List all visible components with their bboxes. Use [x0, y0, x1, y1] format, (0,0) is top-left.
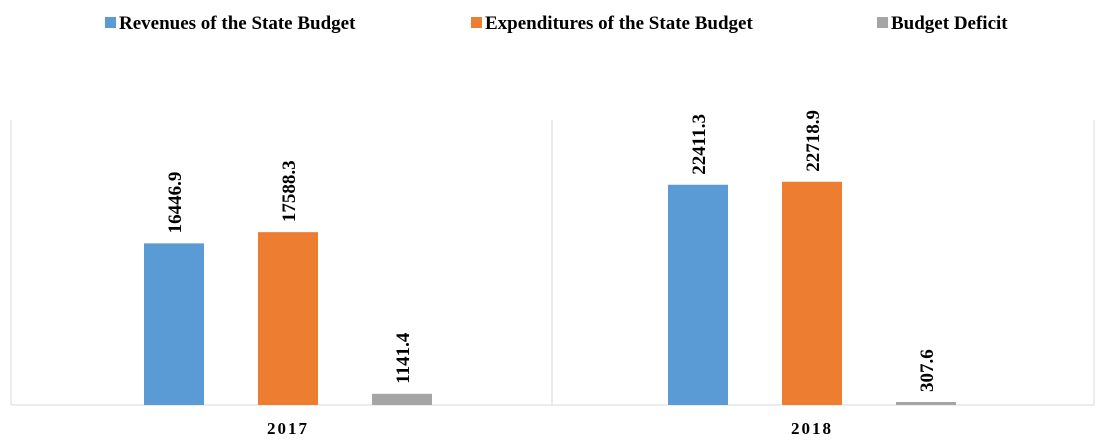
- legend-label-3: Budget Deficit: [891, 13, 1008, 34]
- bar-2017-3: [372, 394, 432, 405]
- legend-label-2: Expenditures of the State Budget: [485, 13, 753, 34]
- data-label-2018-2: 22718.9: [803, 110, 824, 172]
- bar-2018-3: [896, 402, 956, 405]
- category-label-2018: 2018: [791, 419, 833, 438]
- data-label-2017-2: 17588.3: [279, 160, 300, 222]
- data-label-2018-3: 307.6: [917, 349, 938, 392]
- legend-swatch-2: [471, 17, 482, 28]
- data-label-2017-1: 16446.9: [165, 172, 186, 234]
- data-label-2018-1: 22411.3: [689, 114, 710, 175]
- bar-2017-1: [144, 243, 204, 405]
- legend-label-1: Revenues of the State Budget: [119, 13, 356, 34]
- data-label-2017-3: 1141.4: [393, 332, 414, 384]
- bar-2018-2: [782, 182, 842, 405]
- bar-2018-1: [668, 185, 728, 405]
- bar-2017-2: [258, 232, 318, 405]
- category-label-2017: 2017: [267, 419, 309, 438]
- legend: Revenues of the State Budget Expenditures…: [105, 13, 1008, 34]
- legend-swatch-3: [877, 17, 888, 28]
- category-labels: 2017 2018: [267, 419, 833, 438]
- bars: [144, 182, 956, 405]
- legend-swatch-1: [105, 17, 116, 28]
